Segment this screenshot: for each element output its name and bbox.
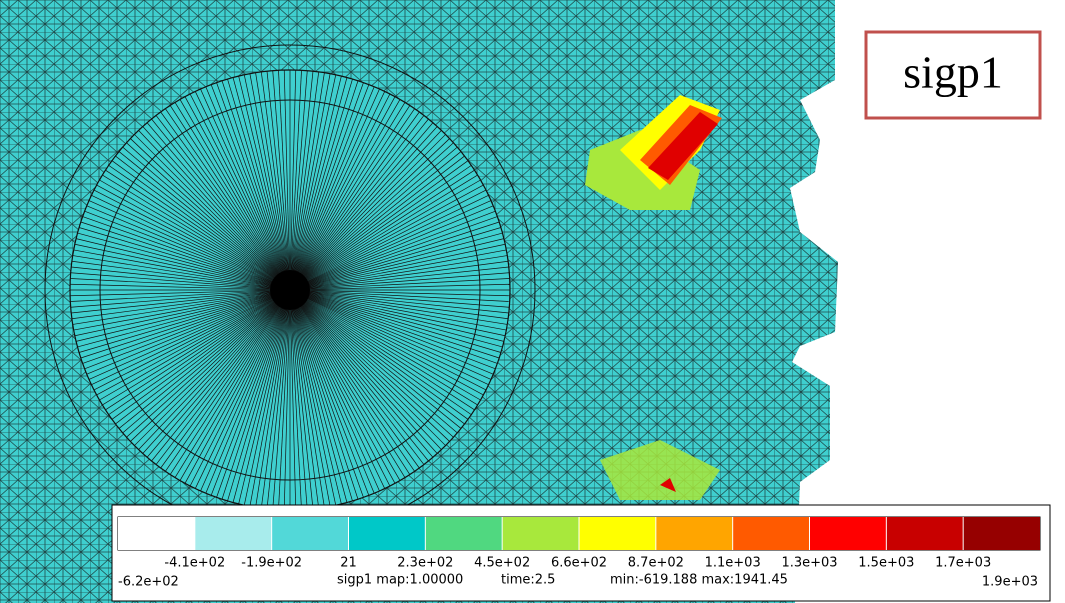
colorbar-tick-label: 4.5e+02 bbox=[474, 556, 530, 571]
colorbar-tick-label: 1.5e+03 bbox=[858, 556, 914, 571]
colorbar-tick-label: 21 bbox=[340, 556, 357, 571]
legend-max-label: 1.9e+03 bbox=[982, 575, 1038, 590]
colorbar-swatch bbox=[502, 517, 579, 550]
colorbar-tick-label: 2.3e+02 bbox=[397, 556, 453, 571]
field-label: sigp1 bbox=[903, 47, 1003, 98]
colorbar-swatch bbox=[963, 517, 1040, 550]
colorbar-tick-label: 6.6e+02 bbox=[551, 556, 607, 571]
legend-range-text: min:-619.188 max:1941.45 bbox=[610, 573, 788, 588]
colorbar-tick-label: 1.1e+03 bbox=[705, 556, 761, 571]
legend-min-label: -6.2e+02 bbox=[118, 575, 179, 590]
colorbar-swatch bbox=[579, 517, 656, 550]
colorbar-swatch bbox=[425, 517, 502, 550]
legend-map-text: sigp1 map:1.00000 bbox=[337, 573, 463, 588]
colorbar-swatch bbox=[349, 517, 426, 550]
colorbar-tick-label: -1.9e+02 bbox=[241, 556, 302, 571]
colorbar-swatch bbox=[195, 517, 272, 550]
colorbar-swatch bbox=[272, 517, 349, 550]
colorbar-tick-label: 1.7e+03 bbox=[935, 556, 991, 571]
hub-center bbox=[270, 270, 310, 310]
viewport: sigp1 -6.2e+02 1.9e+03 sigp1 map:1.00000… bbox=[0, 0, 1065, 603]
colorbar-swatch bbox=[733, 517, 810, 550]
colorbar-swatch bbox=[118, 517, 195, 550]
legend-time-text: time:2.5 bbox=[501, 573, 555, 588]
colorbar bbox=[118, 517, 1040, 550]
colorbar-tick-label: 8.7e+02 bbox=[628, 556, 684, 571]
page: sigp1 -6.2e+02 1.9e+03 sigp1 map:1.00000… bbox=[0, 0, 1065, 603]
colorbar-tick-label: -4.1e+02 bbox=[164, 556, 225, 571]
colorbar-tick-label: 1.3e+03 bbox=[781, 556, 837, 571]
colorbar-swatch bbox=[886, 517, 963, 550]
colorbar-swatch bbox=[810, 517, 887, 550]
colorbar-swatch bbox=[656, 517, 733, 550]
